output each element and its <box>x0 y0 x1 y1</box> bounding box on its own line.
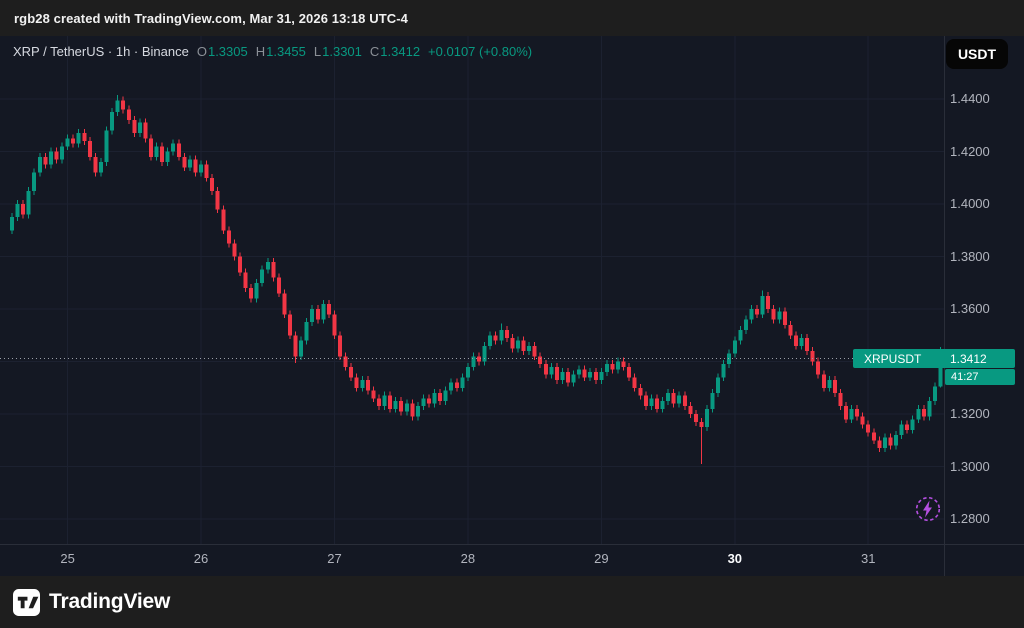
close-value: 1.3412 <box>380 44 421 59</box>
symbol-title[interactable]: XRP / TetherUS · 1h · Binance <box>13 44 189 59</box>
price-tick-label: 1.3000 <box>950 458 990 474</box>
price-tick-label: 1.4200 <box>950 143 990 159</box>
open-field: O 1.3305 <box>197 44 248 59</box>
low-label: L <box>313 44 322 59</box>
brand-wordmark[interactable]: TradingView <box>49 590 171 613</box>
change-value: +0.0107 (+0.80%) <box>428 44 533 59</box>
footer: TradingView <box>0 576 1024 628</box>
high-label: H <box>255 44 266 59</box>
attribution-text: rgb28 created with TradingView.com, Mar … <box>14 10 408 26</box>
time-tick-label: 31 <box>861 551 876 566</box>
bar-countdown: 41:27 <box>945 368 1015 385</box>
high-value: 1.3455 <box>266 44 306 59</box>
time-tick-label: 28 <box>460 551 476 566</box>
time-scale[interactable]: 25 26 27 28 29 30 31 <box>0 546 1024 576</box>
close-field: C 1.3412 <box>370 44 420 59</box>
time-tick-label: 27 <box>327 551 342 566</box>
close-label: C <box>369 44 380 59</box>
price-tick-label: 1.3600 <box>950 301 990 316</box>
price-tick-label: 1.4400 <box>950 91 990 106</box>
high-field: H 1.3455 <box>256 44 306 59</box>
price-tick-label: 1.2800 <box>950 511 990 526</box>
time-tick-label: 30 <box>727 551 743 566</box>
tradingview-logo-icon[interactable] <box>13 588 40 616</box>
open-value: 1.3305 <box>207 44 248 59</box>
price-scale[interactable]: 1.4400 1.4200 1.4000 1.3800 1.3600 1.3200 1.30… <box>944 36 1024 576</box>
price-tick-label: 1.4000 <box>950 196 990 211</box>
low-value: 1.3301 <box>322 44 362 59</box>
price-tick-label: 1.3800 <box>950 248 990 264</box>
quote-currency-button[interactable]: USDT <box>946 39 1008 69</box>
candlestick-chart[interactable] <box>0 36 1024 576</box>
price-tick-label: 1.3200 <box>950 406 990 421</box>
badge-price: 1.3412 <box>950 351 987 366</box>
low-field: L 1.3301 <box>314 44 362 59</box>
boost-lightning-icon <box>915 496 941 522</box>
time-tick-label: 26 <box>193 551 209 566</box>
open-label: O <box>196 44 207 59</box>
top-attribution-bar: rgb28 created with TradingView.com, Mar … <box>0 0 1024 36</box>
time-tick-label: 29 <box>594 551 609 566</box>
badge-symbol: XRPUSDT <box>864 351 922 366</box>
time-tick-label: 25 <box>60 551 75 566</box>
last-price-badge: XRPUSDT 1.3412 <box>853 348 1015 368</box>
